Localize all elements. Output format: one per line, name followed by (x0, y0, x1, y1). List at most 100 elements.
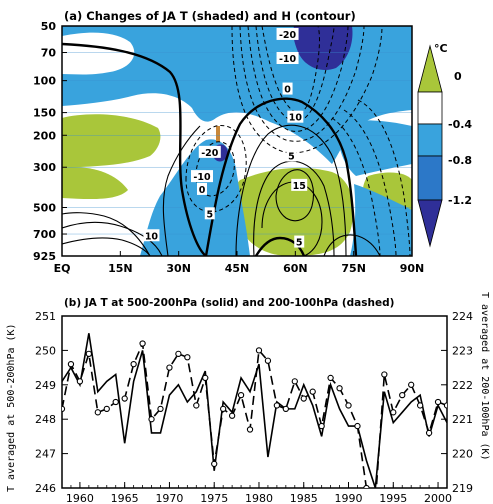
colorbar-bottom-triangle (417, 199, 443, 248)
y-tick-label-a: 700 (33, 228, 56, 241)
x-tick-label-a: 75N (341, 262, 366, 275)
contour-zero-thick-2 (204, 97, 358, 256)
contour-neg-8 (357, 99, 411, 256)
contour-label-bg (198, 145, 221, 158)
contour-low-left-1 (62, 221, 163, 256)
dashed-series-point (85, 350, 93, 357)
dashed-series-point (327, 374, 334, 382)
dashed-series-point (193, 402, 200, 409)
dashed-series-point (300, 395, 307, 402)
x-tick-label-b: 1995 (379, 492, 407, 504)
panel-a-y-axis: 50 70 100 150 200 300 500 700 925 (33, 20, 67, 263)
dashed-series-point (373, 499, 378, 504)
contour-label: -10 (193, 172, 211, 183)
panel-a: (a) Changes of JA T (shaded) and H (cont… (33, 9, 472, 275)
y2-tick-label-b: 222 (452, 379, 473, 392)
dashed-series-point (408, 381, 415, 388)
contour-label-bg (204, 207, 215, 220)
x-tick-label-b: 1965 (111, 492, 139, 504)
dashed-series-point (112, 398, 119, 406)
dashed-series-point (103, 405, 110, 413)
small-orange-mark (216, 126, 220, 142)
blue-region-upper-left-white (62, 32, 135, 75)
series-dashed-line (62, 340, 447, 488)
colorbar-tick-3: -1.2 (448, 194, 472, 207)
dashed-series-point (264, 357, 272, 364)
dashed-series-point (399, 391, 406, 399)
y2-tick-label-b: 223 (452, 344, 473, 357)
dashed-series-point (336, 385, 343, 392)
contour-label: 10 (145, 231, 159, 242)
panel-b-y-left-axis: 246 247 248 249 250 251 (35, 310, 68, 495)
panel-b-frame (61, 315, 448, 489)
contour-label-bg (291, 178, 308, 191)
dashed-series-point (282, 405, 289, 413)
y-tick-label-b: 246 (35, 482, 56, 495)
contour-neg-5 (231, 26, 383, 154)
contour-zero-thick (62, 42, 207, 256)
dashed-series-point (416, 402, 424, 409)
x-tick-label-a: 30N (166, 262, 191, 275)
dashed-series-point (291, 378, 298, 385)
dashed-series-point (121, 395, 128, 402)
y-tick-label-a: 150 (33, 107, 56, 120)
dark-blue-region-top (293, 26, 353, 71)
y2-tick-label-b: 221 (452, 413, 473, 426)
contour-label-bg (143, 229, 160, 242)
contour-low-left-2 (62, 237, 151, 256)
x-tick-label-a: 90N (400, 262, 425, 275)
dashed-series-point (237, 391, 245, 399)
x-tick-label-b: 1985 (290, 492, 318, 504)
contour-label-bg (287, 110, 304, 123)
dashed-series-point (184, 354, 191, 361)
contour-pos-inner (261, 181, 323, 256)
dashed-series-point (246, 426, 254, 433)
dashed-series-point (211, 460, 218, 468)
dashed-series-point (175, 350, 182, 357)
x-tick-label-b: 1980 (245, 492, 273, 504)
colorbar-white (417, 91, 443, 125)
y2-tick-label-b: 220 (452, 448, 473, 461)
dashed-series-point (425, 429, 433, 437)
contour-neg-3 (247, 26, 349, 132)
contour-pos-10 (235, 124, 347, 256)
colorbar-lightblue (417, 123, 443, 157)
contour-pos-15 (275, 169, 315, 222)
dashed-series-point (381, 371, 388, 378)
contour-right-thick (254, 236, 306, 256)
y-tick-label-a: 100 (33, 75, 56, 88)
panel-b: (b) JA T at 500-200hPa (solid) and 200-1… (6, 292, 490, 504)
colorbar-unit: °C (434, 42, 448, 55)
x-tick-label-b: 1975 (200, 492, 228, 504)
contour-label: 0 (284, 85, 291, 96)
dashed-series-point (76, 378, 84, 385)
y-tick-label-a: 300 (33, 161, 56, 174)
contour-low-right (323, 234, 381, 256)
panel-b-x-axis: 1960 1965 1970 1975 1980 1985 1990 1995 2000 (61, 482, 452, 504)
y2-tick-label-b: 224 (452, 310, 473, 323)
dashed-series-point (62, 405, 66, 413)
dashed-series-point (434, 398, 442, 406)
dashed-series-point (354, 422, 361, 430)
dashed-series-point (345, 402, 352, 409)
contour-label-bg (282, 82, 293, 95)
colorbar-tick-0: 0 (454, 70, 462, 83)
colorbar-tick-2: -0.8 (448, 154, 472, 167)
contour-label: 15 (293, 181, 306, 192)
dashed-series-point (148, 416, 155, 423)
contour-label-bg (276, 52, 299, 65)
y-tick-label-b: 251 (35, 310, 56, 323)
dashed-series-point (318, 422, 325, 430)
contour-label-bg (197, 182, 207, 195)
contour-label-bg (276, 27, 299, 40)
dashed-series-point (130, 361, 137, 368)
x-tick-label-a: 45N (225, 262, 250, 275)
colorbar-midblue (417, 155, 443, 201)
contour-neg-2 (255, 26, 335, 122)
contour-jet-left-2 (62, 212, 151, 256)
contour-neg-6 (331, 117, 381, 256)
colorbar-tick-1: -0.4 (448, 118, 472, 131)
dashed-series-point (363, 484, 370, 488)
panel-a-x-axis: EQ 15N 30N 45N 60N 75N 90N (54, 251, 425, 275)
